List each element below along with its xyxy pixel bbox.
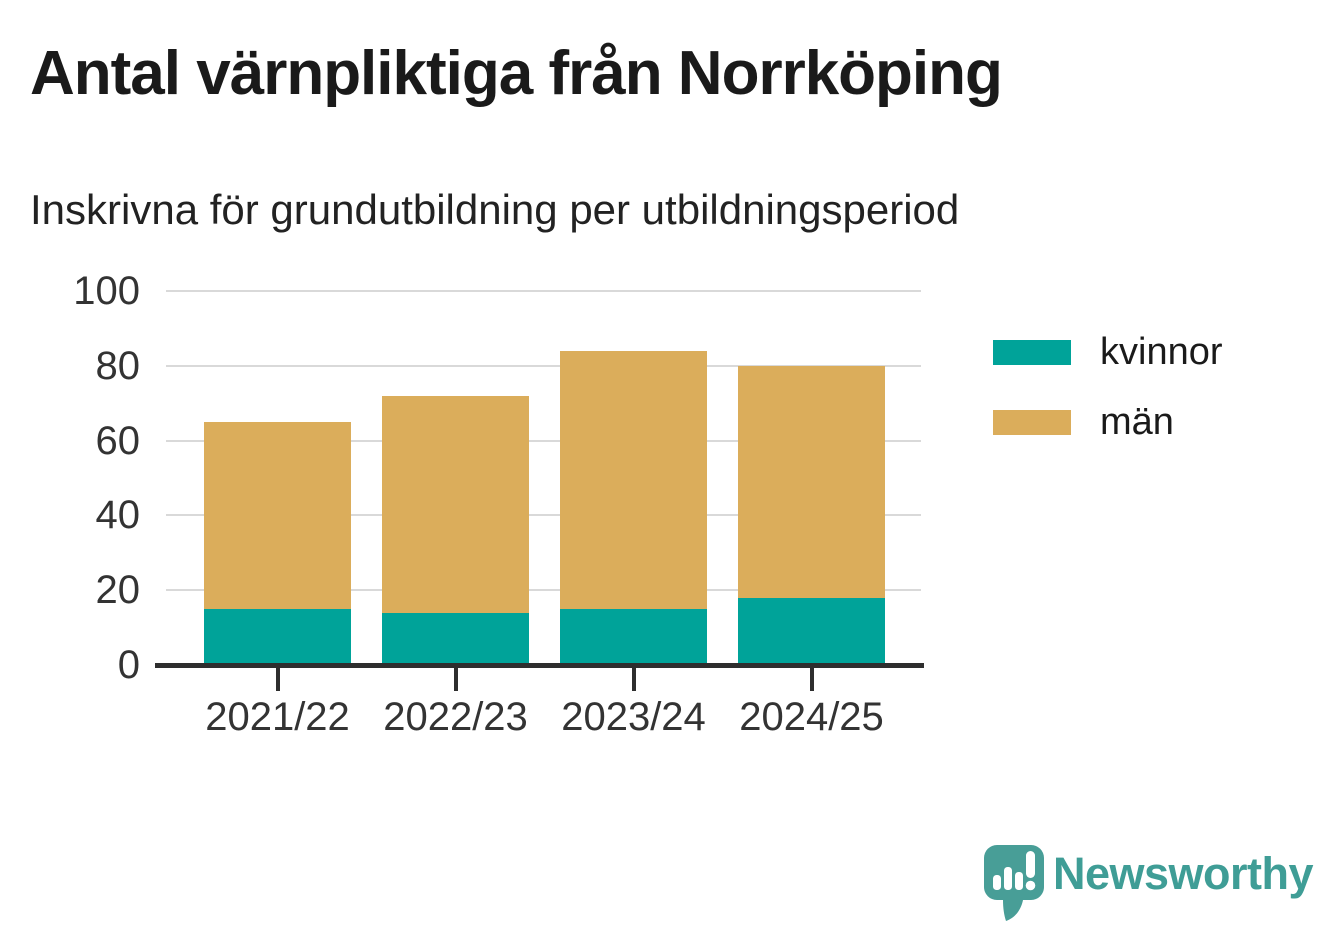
x-axis-line <box>155 663 924 668</box>
y-tick-label-60: 60 <box>95 418 141 463</box>
gridline-60 <box>166 439 921 442</box>
x-tick-label-2024/25: 2024/25 <box>739 695 884 739</box>
legend-item-män: män <box>993 403 1223 441</box>
x-tick-label-2021/22: 2021/22 <box>205 695 350 739</box>
bar-kvinnor-2022/23 <box>382 612 529 665</box>
x-tick-mark-2021/22 <box>275 667 280 691</box>
x-tick-label-2022/23: 2022/23 <box>383 695 528 739</box>
y-tick-label-80: 80 <box>95 343 141 388</box>
brand-wordmark: Newsworthy <box>1053 848 1314 899</box>
legend-item-kvinnor: kvinnor <box>993 333 1223 371</box>
x-tick-mark-2023/24 <box>631 667 636 691</box>
y-tick-label-100: 100 <box>73 269 140 313</box>
bar-kvinnor-2021/22 <box>204 608 351 665</box>
gridline-20 <box>166 589 921 592</box>
bar-män-2021/22 <box>204 421 351 609</box>
x-tick-mark-2022/23 <box>453 667 458 691</box>
y-tick-label-20: 20 <box>95 568 141 613</box>
y-tick-label-0: 0 <box>117 643 140 687</box>
gridline-40 <box>166 514 921 517</box>
y-tick-label-40: 40 <box>95 493 141 538</box>
legend-swatch-män <box>993 409 1071 435</box>
x-tick-label-2023/24: 2023/24 <box>561 695 706 739</box>
bar-män-2024/25 <box>738 365 885 598</box>
bar-män-2022/23 <box>382 395 529 613</box>
bar-kvinnor-2024/25 <box>738 597 885 665</box>
newsworthy-logo-icon <box>983 844 1045 931</box>
legend: kvinnor män <box>993 333 1223 473</box>
brand-logo: Newsworthy <box>983 844 1314 931</box>
legend-label-kvinnor: kvinnor <box>1100 331 1223 373</box>
bar-kvinnor-2023/24 <box>560 608 707 665</box>
gridline-100 <box>166 290 921 292</box>
chart-title: Antal värnpliktiga från Norrköping <box>30 39 1003 108</box>
gridline-80 <box>166 364 921 367</box>
legend-label-män: män <box>1100 401 1174 443</box>
legend-swatch-kvinnor <box>993 339 1071 365</box>
bar-män-2023/24 <box>560 350 707 609</box>
chart-subtitle: Inskrivna för grundutbildning per utbild… <box>30 186 960 233</box>
x-tick-mark-2024/25 <box>809 667 814 691</box>
